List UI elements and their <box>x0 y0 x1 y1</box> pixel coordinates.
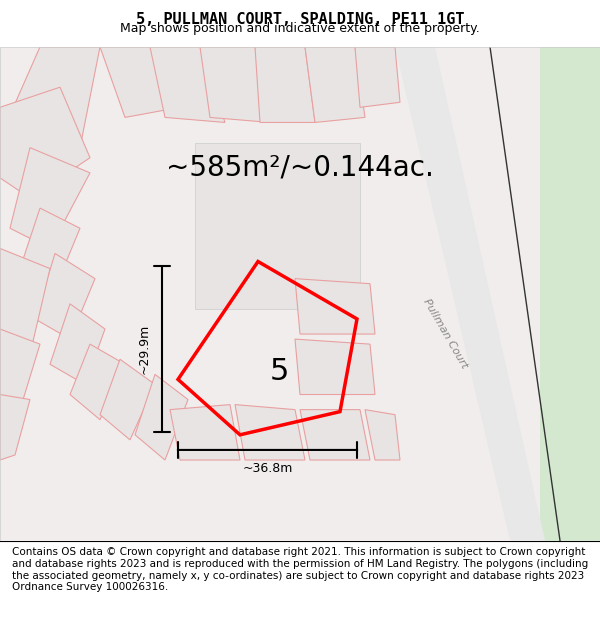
Polygon shape <box>235 404 305 460</box>
Polygon shape <box>395 47 545 541</box>
Text: 5, PULLMAN COURT, SPALDING, PE11 1GT: 5, PULLMAN COURT, SPALDING, PE11 1GT <box>136 12 464 27</box>
Text: 5: 5 <box>270 357 289 386</box>
Text: ~585m²/~0.144ac.: ~585m²/~0.144ac. <box>166 154 434 182</box>
Polygon shape <box>70 344 125 420</box>
Polygon shape <box>200 47 270 122</box>
Polygon shape <box>0 87 90 198</box>
Polygon shape <box>150 47 225 122</box>
Polygon shape <box>50 304 105 384</box>
Text: ~36.8m: ~36.8m <box>242 462 293 474</box>
Polygon shape <box>35 254 95 339</box>
Polygon shape <box>540 47 600 541</box>
Polygon shape <box>0 394 30 460</box>
Polygon shape <box>100 359 155 440</box>
Polygon shape <box>305 47 365 122</box>
Polygon shape <box>255 47 315 122</box>
Polygon shape <box>20 208 80 289</box>
Text: Contains OS data © Crown copyright and database right 2021. This information is : Contains OS data © Crown copyright and d… <box>12 548 588 592</box>
Polygon shape <box>10 148 90 248</box>
Polygon shape <box>135 374 188 460</box>
Polygon shape <box>100 47 180 118</box>
Text: Pullman Court: Pullman Court <box>421 298 469 371</box>
Polygon shape <box>0 248 50 354</box>
Text: Map shows position and indicative extent of the property.: Map shows position and indicative extent… <box>120 22 480 35</box>
Polygon shape <box>0 329 40 409</box>
Text: ~29.9m: ~29.9m <box>137 324 151 374</box>
Polygon shape <box>300 409 370 460</box>
Polygon shape <box>355 47 400 108</box>
Polygon shape <box>365 409 400 460</box>
Polygon shape <box>295 339 375 394</box>
Polygon shape <box>170 404 240 460</box>
Polygon shape <box>195 142 360 309</box>
Polygon shape <box>0 47 100 168</box>
Polygon shape <box>295 279 375 334</box>
